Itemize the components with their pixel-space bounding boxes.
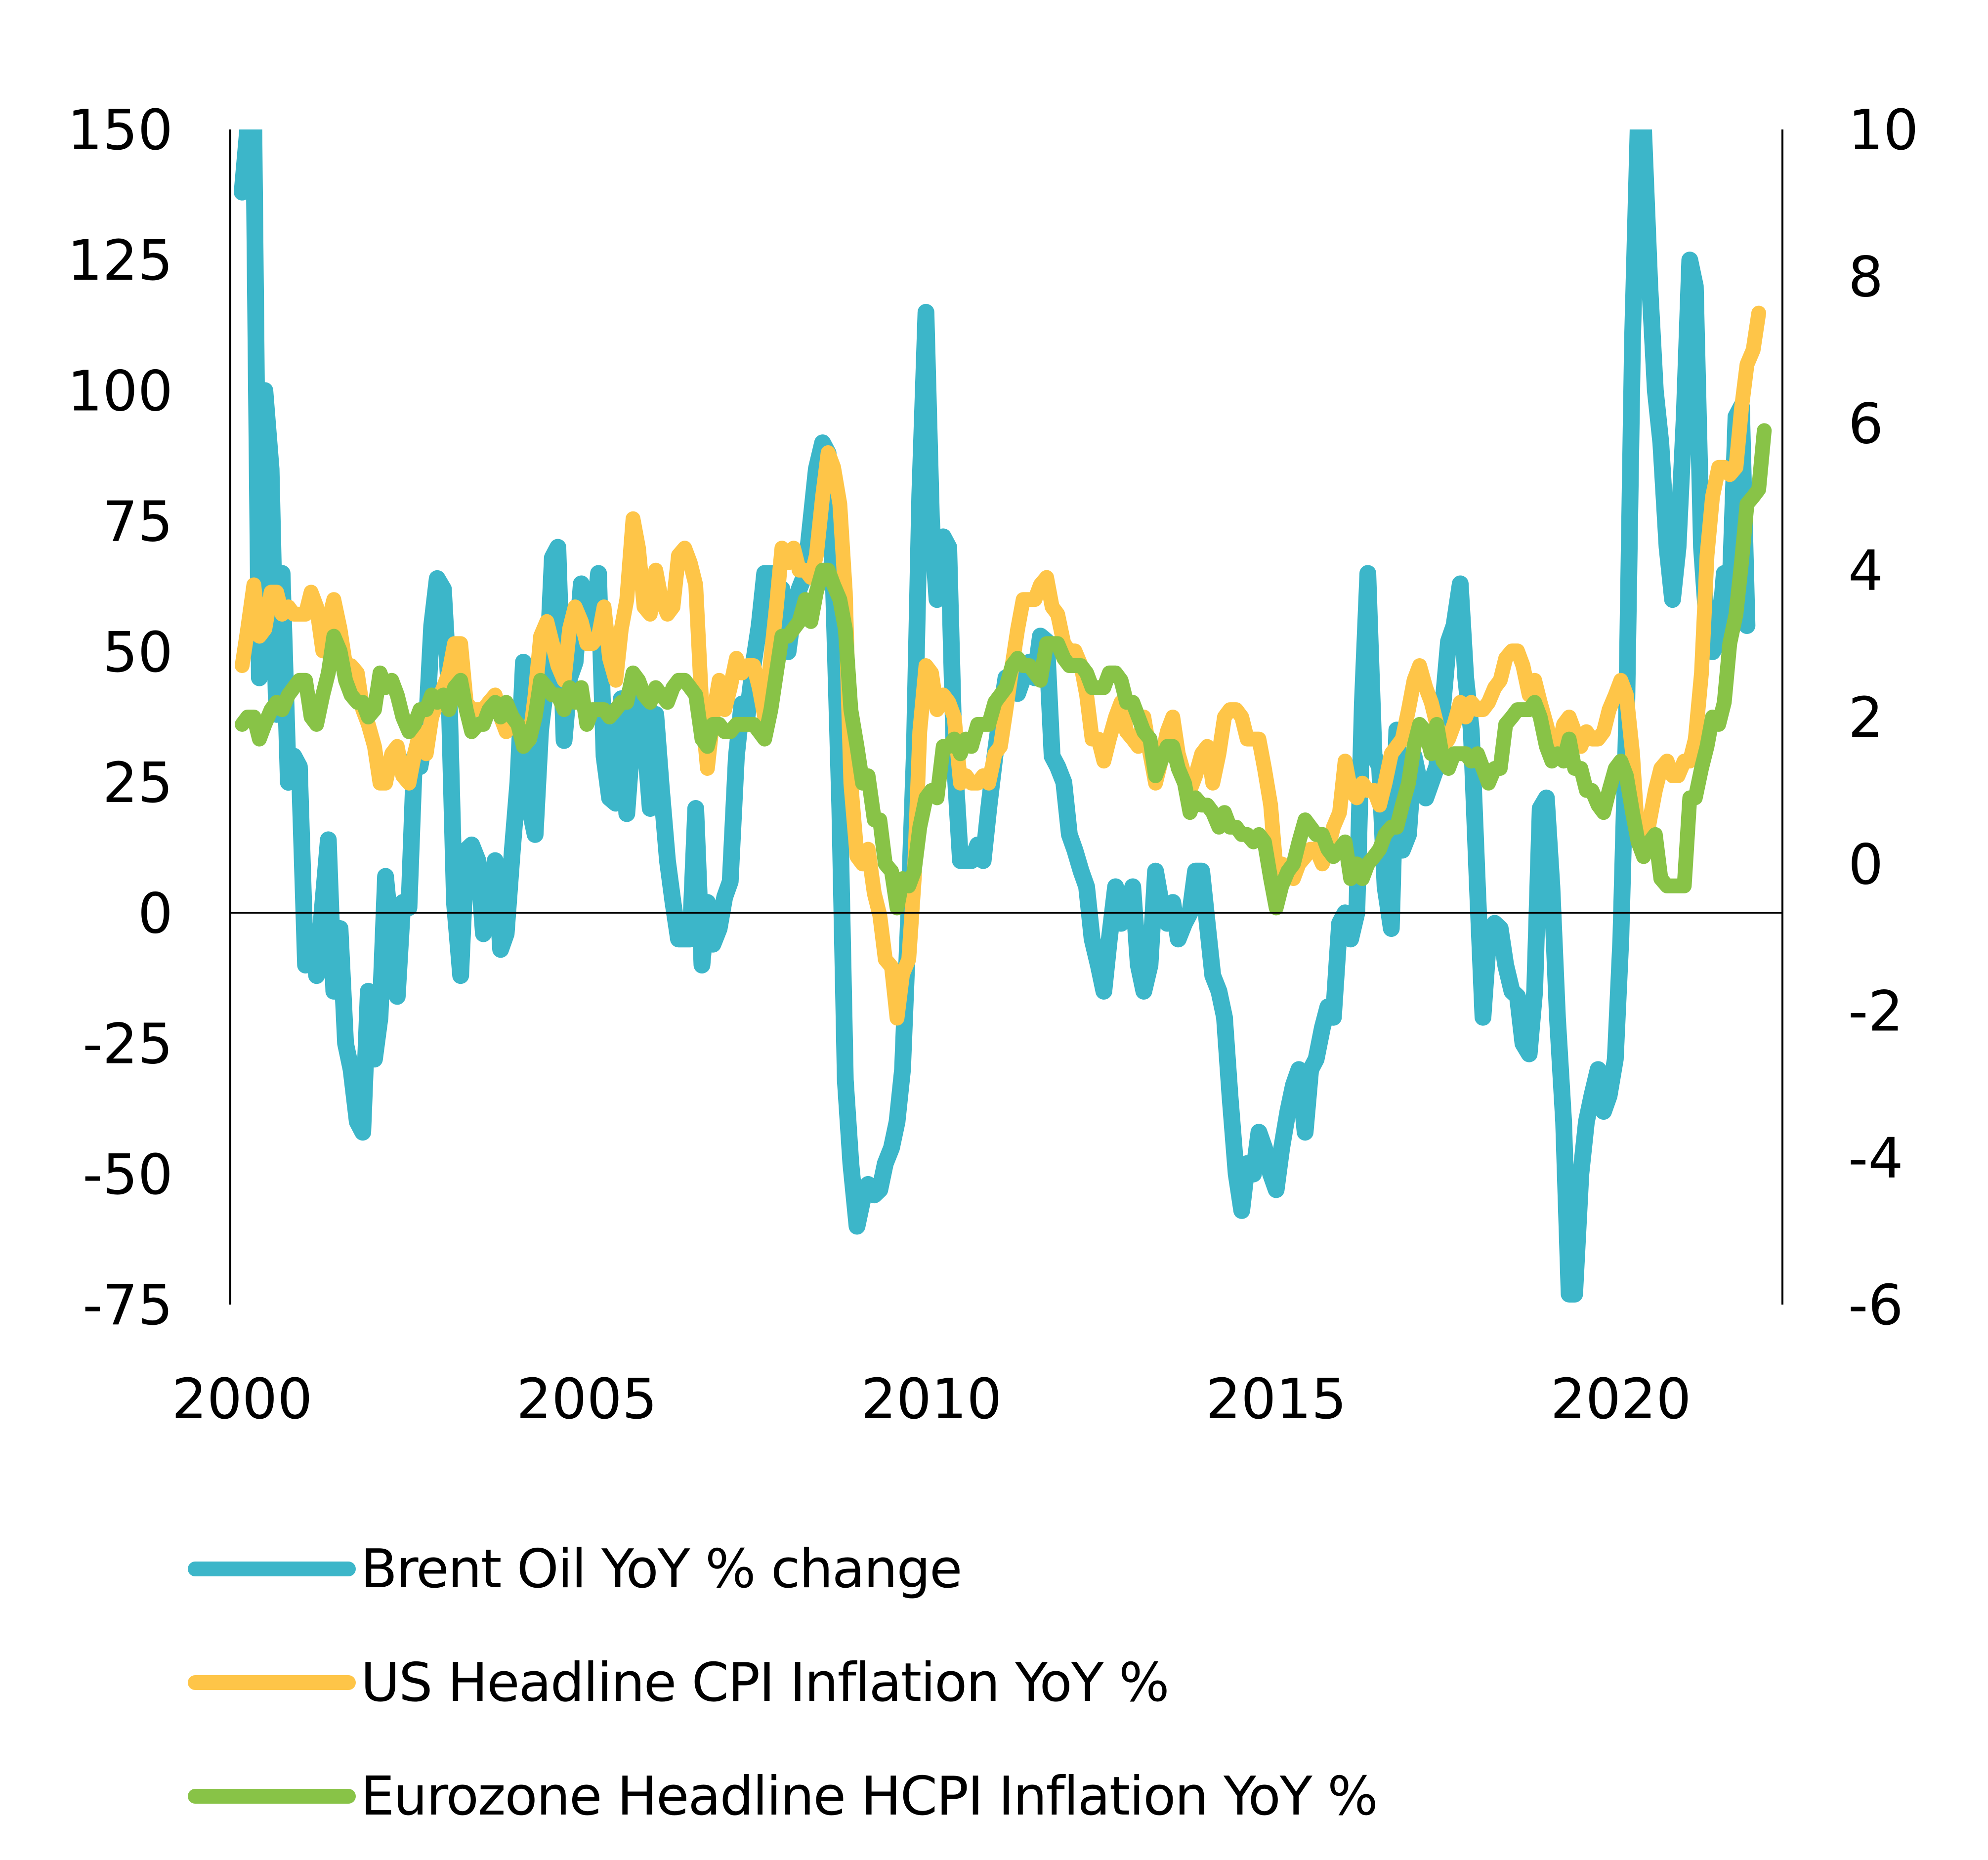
right-tick-label: -6 [1848, 1273, 1903, 1338]
legend-swatch-eurozone-hicp [188, 1789, 356, 1804]
left-tick-label: 0 [138, 882, 173, 946]
right-tick-label: 6 [1848, 392, 1883, 457]
right-tick-label: 8 [1848, 245, 1883, 309]
legend-label: US Headline CPI Inflation YoY % [361, 1651, 1170, 1714]
legend-item-us-cpi: US Headline CPI Inflation YoY % [188, 1626, 1377, 1739]
x-tick-label: 2015 [1206, 1367, 1347, 1432]
right-tick-label: 2 [1848, 686, 1883, 750]
right-tick-label: 4 [1848, 539, 1883, 603]
legend-item-brent: Brent Oil YoY % change [188, 1512, 1377, 1626]
left-tick-label: 50 [102, 621, 173, 685]
legend-label: Eurozone Headline HCPI Inflation YoY % [361, 1765, 1378, 1827]
x-tick-label: 2020 [1550, 1367, 1691, 1432]
x-tick-label: 2005 [516, 1367, 657, 1432]
left-tick-label: 100 [67, 359, 173, 423]
left-tick-label: 150 [67, 98, 173, 163]
legend-label: Brent Oil YoY % change [361, 1538, 962, 1600]
x-axis-ticks: 2000 2005 2010 2015 2020 [171, 1367, 1691, 1432]
right-tick-label: -2 [1848, 980, 1903, 1044]
left-axis-ticks: 150 125 100 75 50 25 0 -25 -50 -75 [67, 98, 173, 1338]
right-tick-label: 10 [1848, 98, 1919, 163]
left-tick-label: 125 [67, 229, 173, 293]
left-tick-label: -75 [83, 1273, 173, 1338]
series-line-eurozone-headline-hcpi-inflation-yoy [235, 423, 1772, 916]
left-tick-label: 75 [102, 490, 173, 554]
left-tick-label: -25 [83, 1013, 173, 1077]
right-tick-label: -4 [1848, 1127, 1903, 1191]
right-tick-label: 0 [1848, 833, 1883, 897]
right-axis-ticks: 10 8 6 4 2 0 -2 -4 -6 [1848, 98, 1919, 1338]
legend: Brent Oil YoY % change US Headline CPI I… [188, 1512, 1378, 1853]
x-tick-label: 2010 [861, 1367, 1002, 1432]
legend-item-eurozone-hicp: Eurozone Headline HCPI Inflation YoY % [188, 1739, 1378, 1853]
left-tick-label: 25 [102, 751, 173, 815]
legend-swatch-us-cpi [188, 1675, 356, 1690]
series-layer [234, 129, 1772, 1303]
left-tick-label: -50 [83, 1143, 173, 1207]
legend-swatch-brent [188, 1562, 356, 1576]
x-tick-label: 2000 [171, 1367, 312, 1432]
